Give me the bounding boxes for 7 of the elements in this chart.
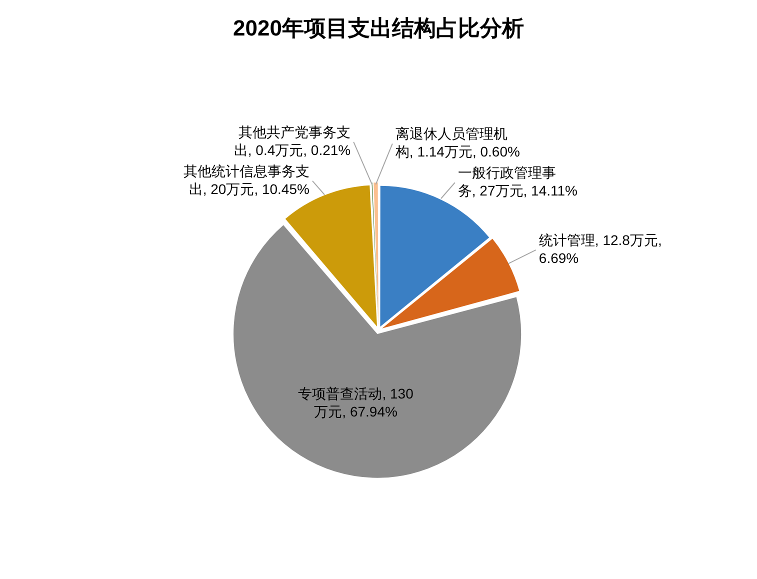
slice-label: 其他共产党事务支出, 0.4万元, 0.21% — [234, 124, 351, 158]
slice-label: 统计管理, 12.8万元, 6.69% — [538, 232, 662, 266]
slice-label: 其他统计信息事务支出, 20万元, 10.45% — [183, 162, 310, 197]
slice-label: 一般行政管理事务, 27万元, 14.11% — [458, 164, 578, 198]
slice-label: 专项普查活动, 130万元, 67.94% — [298, 386, 414, 420]
slice-label: 离退休人员管理机构, 1.14万元, 0.60% — [394, 125, 520, 160]
chart-title: 2020年项目支出结构占比分析 — [233, 15, 524, 40]
